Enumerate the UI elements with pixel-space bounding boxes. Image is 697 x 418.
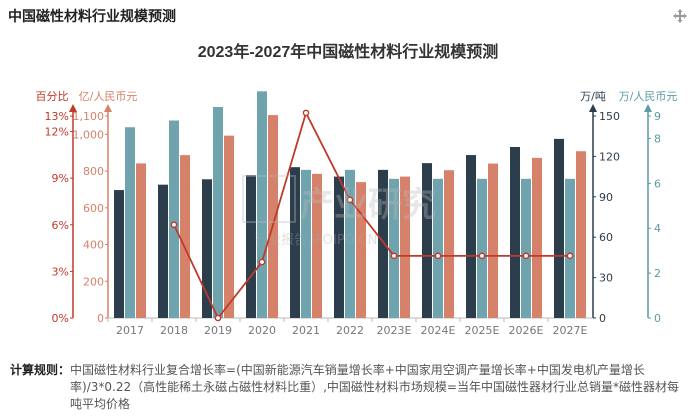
x-tick-label: 2022	[336, 324, 364, 337]
yi_yuan-tick-label: 1,000	[73, 128, 105, 141]
price-bar	[213, 107, 223, 319]
volume-bar	[554, 138, 564, 318]
market-bar	[532, 157, 542, 318]
wan_dun-tick-label: 120	[599, 150, 620, 163]
wan_dun-tick-label: 150	[599, 110, 620, 123]
price-bar	[301, 169, 311, 318]
market-bar	[400, 176, 410, 318]
yi_yuan-axis-arrow	[104, 104, 112, 112]
price-bar	[565, 178, 575, 318]
wan_dun-tick-label: 30	[599, 272, 613, 285]
volume-bar	[158, 184, 168, 318]
volume-bar	[334, 176, 344, 318]
footnote-label: 计算规则：	[10, 363, 71, 377]
market-bar	[488, 163, 498, 318]
growth-point	[258, 258, 266, 266]
market-bar	[312, 173, 322, 318]
volume-bar	[246, 175, 256, 318]
growth-point	[302, 109, 310, 117]
wan_dun-tick-label: 60	[599, 231, 613, 244]
growth-point	[478, 252, 486, 260]
percent-tick-label: 12%	[45, 126, 69, 139]
percent-tick-label: 9%	[52, 172, 69, 185]
price-tick-label: 6	[654, 177, 661, 190]
growth-point	[522, 252, 530, 260]
price-tick-label: 8	[654, 132, 661, 145]
watermark-sub: 行业报告 IPOIPO.CN	[255, 233, 377, 248]
market-bar	[224, 135, 234, 318]
x-tick-label: 2017	[116, 324, 144, 337]
x-tick-label: 2020	[248, 324, 276, 337]
growth-point	[346, 196, 354, 204]
yi-axis-label: 亿/人民币元	[79, 90, 138, 103]
yi_yuan-tick-label: 800	[83, 165, 104, 178]
price-bar	[433, 178, 443, 318]
price-tick-label: 9	[654, 110, 661, 123]
x-tick-label: 2026E	[509, 324, 544, 337]
x-tick-label: 2019	[204, 324, 232, 337]
x-tick-label: 2024E	[421, 324, 456, 337]
price-bar	[345, 169, 355, 318]
growth-point	[214, 314, 222, 322]
x-tick-label: 2018	[160, 324, 188, 337]
wan_dun-axis-arrow	[589, 104, 597, 112]
watermark: 产业研究 行业报告 IPOIPO.CN	[242, 175, 436, 248]
yi_yuan-tick-label: 600	[83, 202, 104, 215]
footnote-text: 中国磁性材料行业复合增长率=(中国新能源汽车销量增长率+中国家用空调产量增长率+…	[70, 363, 679, 411]
volume-bar	[290, 167, 300, 318]
yi_yuan-tick-label: 1,100	[73, 110, 105, 123]
price-tick-label: 4	[654, 222, 661, 235]
growth-point	[434, 252, 442, 260]
percent-tick-label: 13%	[45, 110, 69, 123]
percent-tick-label: 0%	[52, 312, 69, 325]
volume-bar	[466, 155, 476, 318]
x-tick-label: 2021	[292, 324, 320, 337]
volume-bar	[510, 146, 520, 318]
percent-tick-label: 6%	[52, 219, 69, 232]
market-bar	[356, 182, 366, 318]
market-bar	[444, 170, 454, 318]
market-bar	[180, 155, 190, 318]
volume-bar	[202, 179, 212, 318]
watermark-logo	[242, 175, 296, 223]
price-bar	[521, 178, 531, 318]
page-header-title: 中国磁性材料行业规模预测	[8, 9, 176, 25]
x-tick-label: 2023E	[377, 324, 412, 337]
market-bar	[136, 163, 146, 318]
price-tick-label: 2	[654, 267, 661, 280]
wan_dun-tick-label: 0	[599, 312, 606, 325]
yi_yuan-tick-label: 400	[83, 239, 104, 252]
percent-axis-label: 百分比	[36, 90, 69, 103]
x-tick-label: 2025E	[465, 324, 500, 337]
volume-bar	[114, 190, 124, 318]
ton-axis-label: 万/吨	[580, 90, 606, 103]
price-bar	[477, 178, 487, 318]
growth-point	[566, 252, 574, 260]
price-tick-label: 0	[654, 312, 661, 325]
yi_yuan-tick-label: 200	[83, 275, 104, 288]
percent-tick-label: 3%	[52, 265, 69, 278]
volume-bar	[422, 163, 432, 318]
price-bar	[257, 91, 267, 318]
move-icon[interactable]	[673, 9, 687, 23]
price-bar	[389, 178, 399, 318]
footnote: 计算规则： 中国磁性材料行业复合增长率=(中国新能源汽车销量增长率+中国家用空调…	[10, 362, 690, 413]
market-bar	[268, 115, 278, 318]
percent-axis-arrow	[69, 104, 77, 112]
growth-point	[390, 252, 398, 260]
chart-title: 2023年-2027年中国磁性材料行业规模预测	[198, 42, 499, 61]
yi_yuan-tick-label: 0	[97, 312, 104, 325]
price-bar	[169, 120, 179, 318]
volume-bar	[378, 169, 388, 318]
growth-line	[173, 110, 570, 320]
price-bar	[125, 127, 135, 318]
growth-point	[170, 221, 178, 229]
market-bar	[576, 151, 586, 318]
price-axis-arrow	[644, 104, 652, 112]
price-axis-label: 万/人民币元	[619, 90, 678, 103]
watermark-main: 产业研究	[300, 185, 436, 225]
wan_dun-tick-label: 90	[599, 191, 613, 204]
x-tick-label: 2027E	[553, 324, 588, 337]
chart: 2023年-2027年中国磁性材料行业规模预测 百分比 亿/人民币元 万/吨 万…	[36, 42, 678, 337]
